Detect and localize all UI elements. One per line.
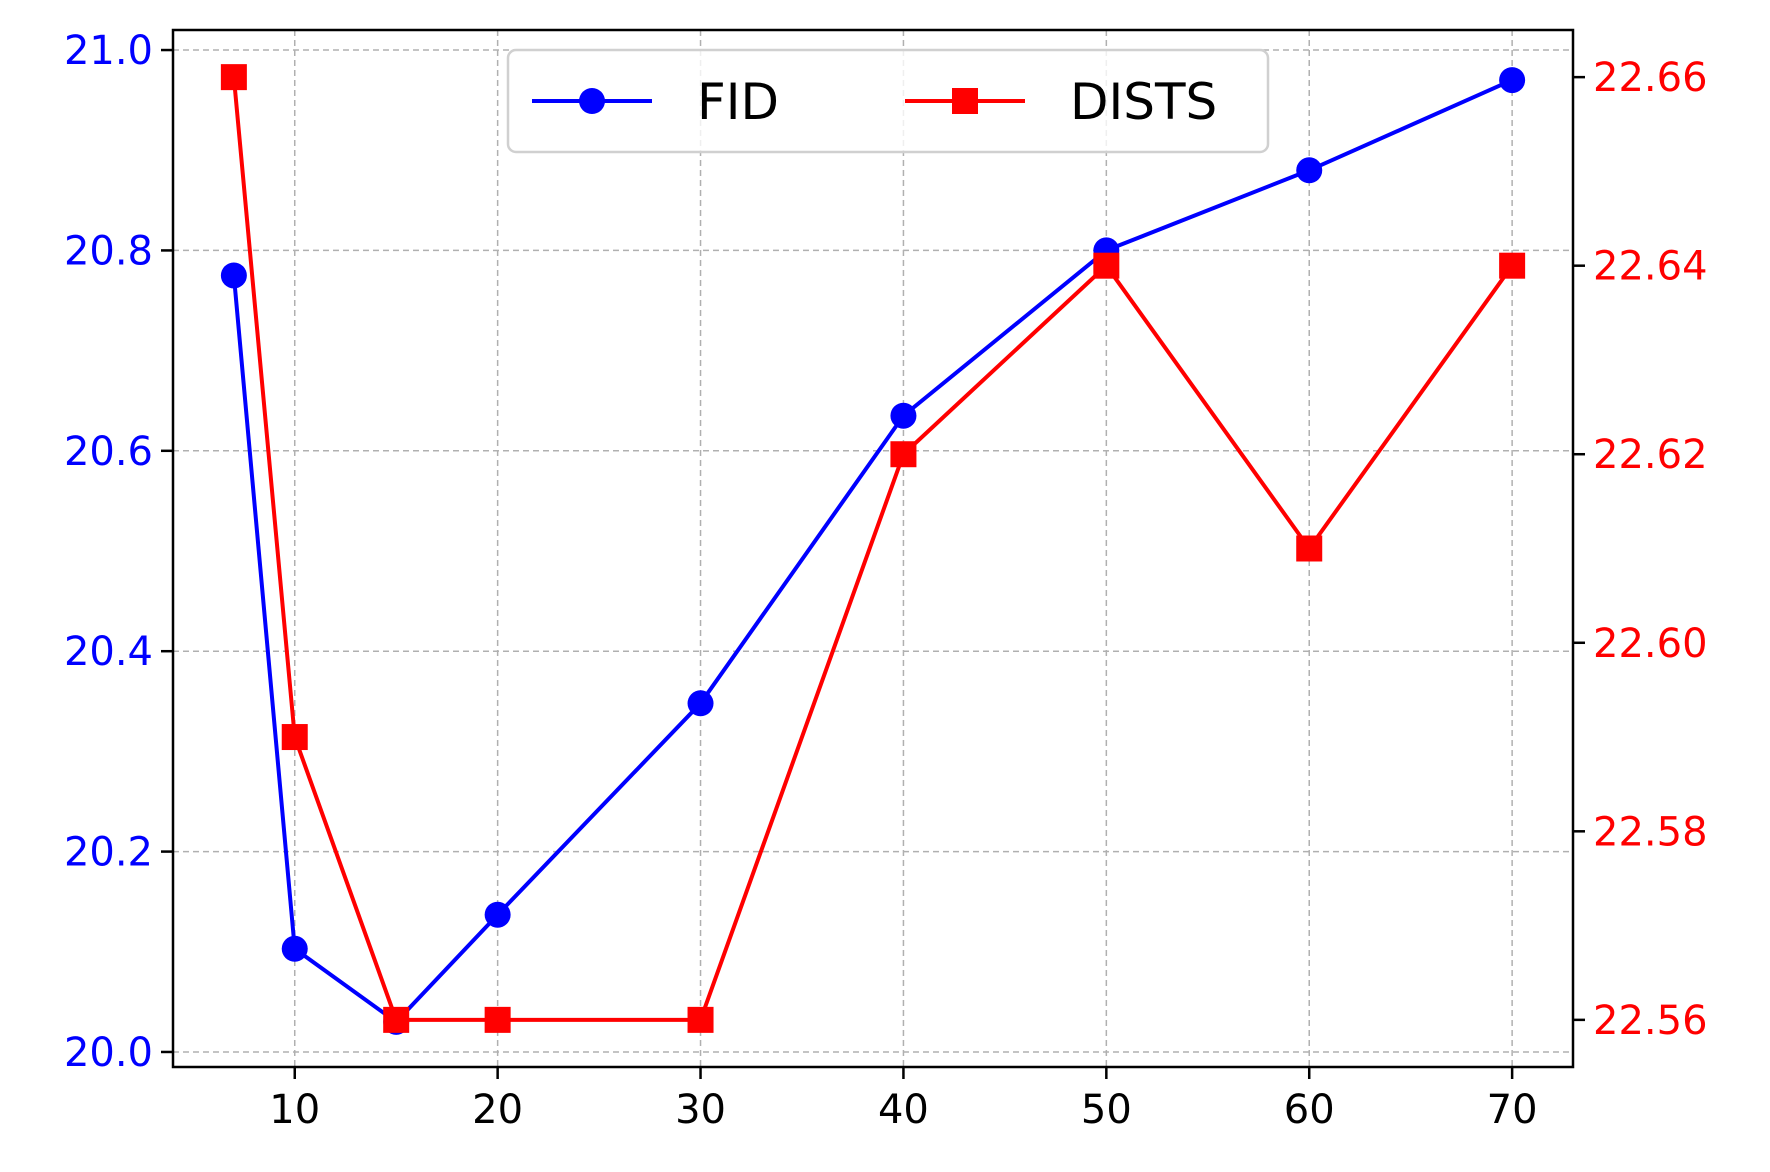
plot-frame bbox=[171, 28, 1575, 1069]
dists-point bbox=[484, 1006, 511, 1033]
right-y-tick-label: 22.66 bbox=[1593, 55, 1708, 101]
x-tick-label: 10 bbox=[269, 1087, 320, 1133]
dists-legend-marker bbox=[952, 88, 978, 114]
fid-point bbox=[484, 901, 511, 928]
fid-point bbox=[890, 402, 917, 429]
right-y-axis: 22.56 22.58 22.60 22.62 22.64 22.66 bbox=[1573, 55, 1708, 1044]
x-tick-label: 50 bbox=[1081, 1087, 1132, 1133]
left-y-tick-label: 21.0 bbox=[64, 28, 153, 74]
legend-box bbox=[506, 48, 1270, 154]
dists-point bbox=[383, 1006, 410, 1033]
right-y-tick-label: 22.56 bbox=[1593, 998, 1708, 1044]
left-y-tick-label: 20.0 bbox=[64, 1030, 153, 1076]
x-tick-label: 40 bbox=[878, 1087, 929, 1133]
fid-legend-label: FID bbox=[697, 73, 779, 131]
x-tick-label: 70 bbox=[1487, 1087, 1538, 1133]
x-tick-label: 30 bbox=[675, 1087, 726, 1133]
dists-point bbox=[1499, 252, 1526, 279]
left-y-tick-label: 20.6 bbox=[64, 429, 153, 475]
grid bbox=[173, 30, 1573, 1067]
fid-legend-marker bbox=[579, 88, 605, 114]
dists-point bbox=[687, 1006, 714, 1033]
dists-point bbox=[220, 64, 247, 91]
legend: FID DISTS bbox=[506, 48, 1270, 154]
right-y-tick-label: 22.64 bbox=[1593, 244, 1708, 290]
left-y-tick-label: 20.2 bbox=[64, 830, 153, 876]
right-y-tick-label: 22.60 bbox=[1593, 621, 1708, 667]
dists-legend-label: DISTS bbox=[1070, 73, 1217, 131]
dists-point bbox=[890, 441, 917, 468]
fid-point bbox=[1296, 157, 1323, 184]
dists-point bbox=[281, 724, 308, 751]
dists-point bbox=[1093, 252, 1120, 279]
plot-series bbox=[220, 64, 1526, 1035]
right-y-tick-label: 22.62 bbox=[1593, 432, 1708, 478]
fid-point bbox=[220, 262, 247, 289]
x-axis: 10 20 30 40 50 60 70 bbox=[269, 1067, 1538, 1133]
fid-point bbox=[281, 935, 308, 962]
x-tick-label: 60 bbox=[1284, 1087, 1335, 1133]
fid-point bbox=[1499, 67, 1526, 94]
left-y-axis: 20.0 20.2 20.4 20.6 20.8 21.0 bbox=[64, 28, 173, 1076]
x-tick-label: 20 bbox=[472, 1087, 523, 1133]
right-y-tick-label: 22.58 bbox=[1593, 809, 1708, 855]
left-y-tick-label: 20.4 bbox=[64, 629, 153, 675]
left-y-tick-label: 20.8 bbox=[64, 228, 153, 274]
fid-point bbox=[687, 690, 714, 717]
dists-point bbox=[1296, 535, 1323, 562]
